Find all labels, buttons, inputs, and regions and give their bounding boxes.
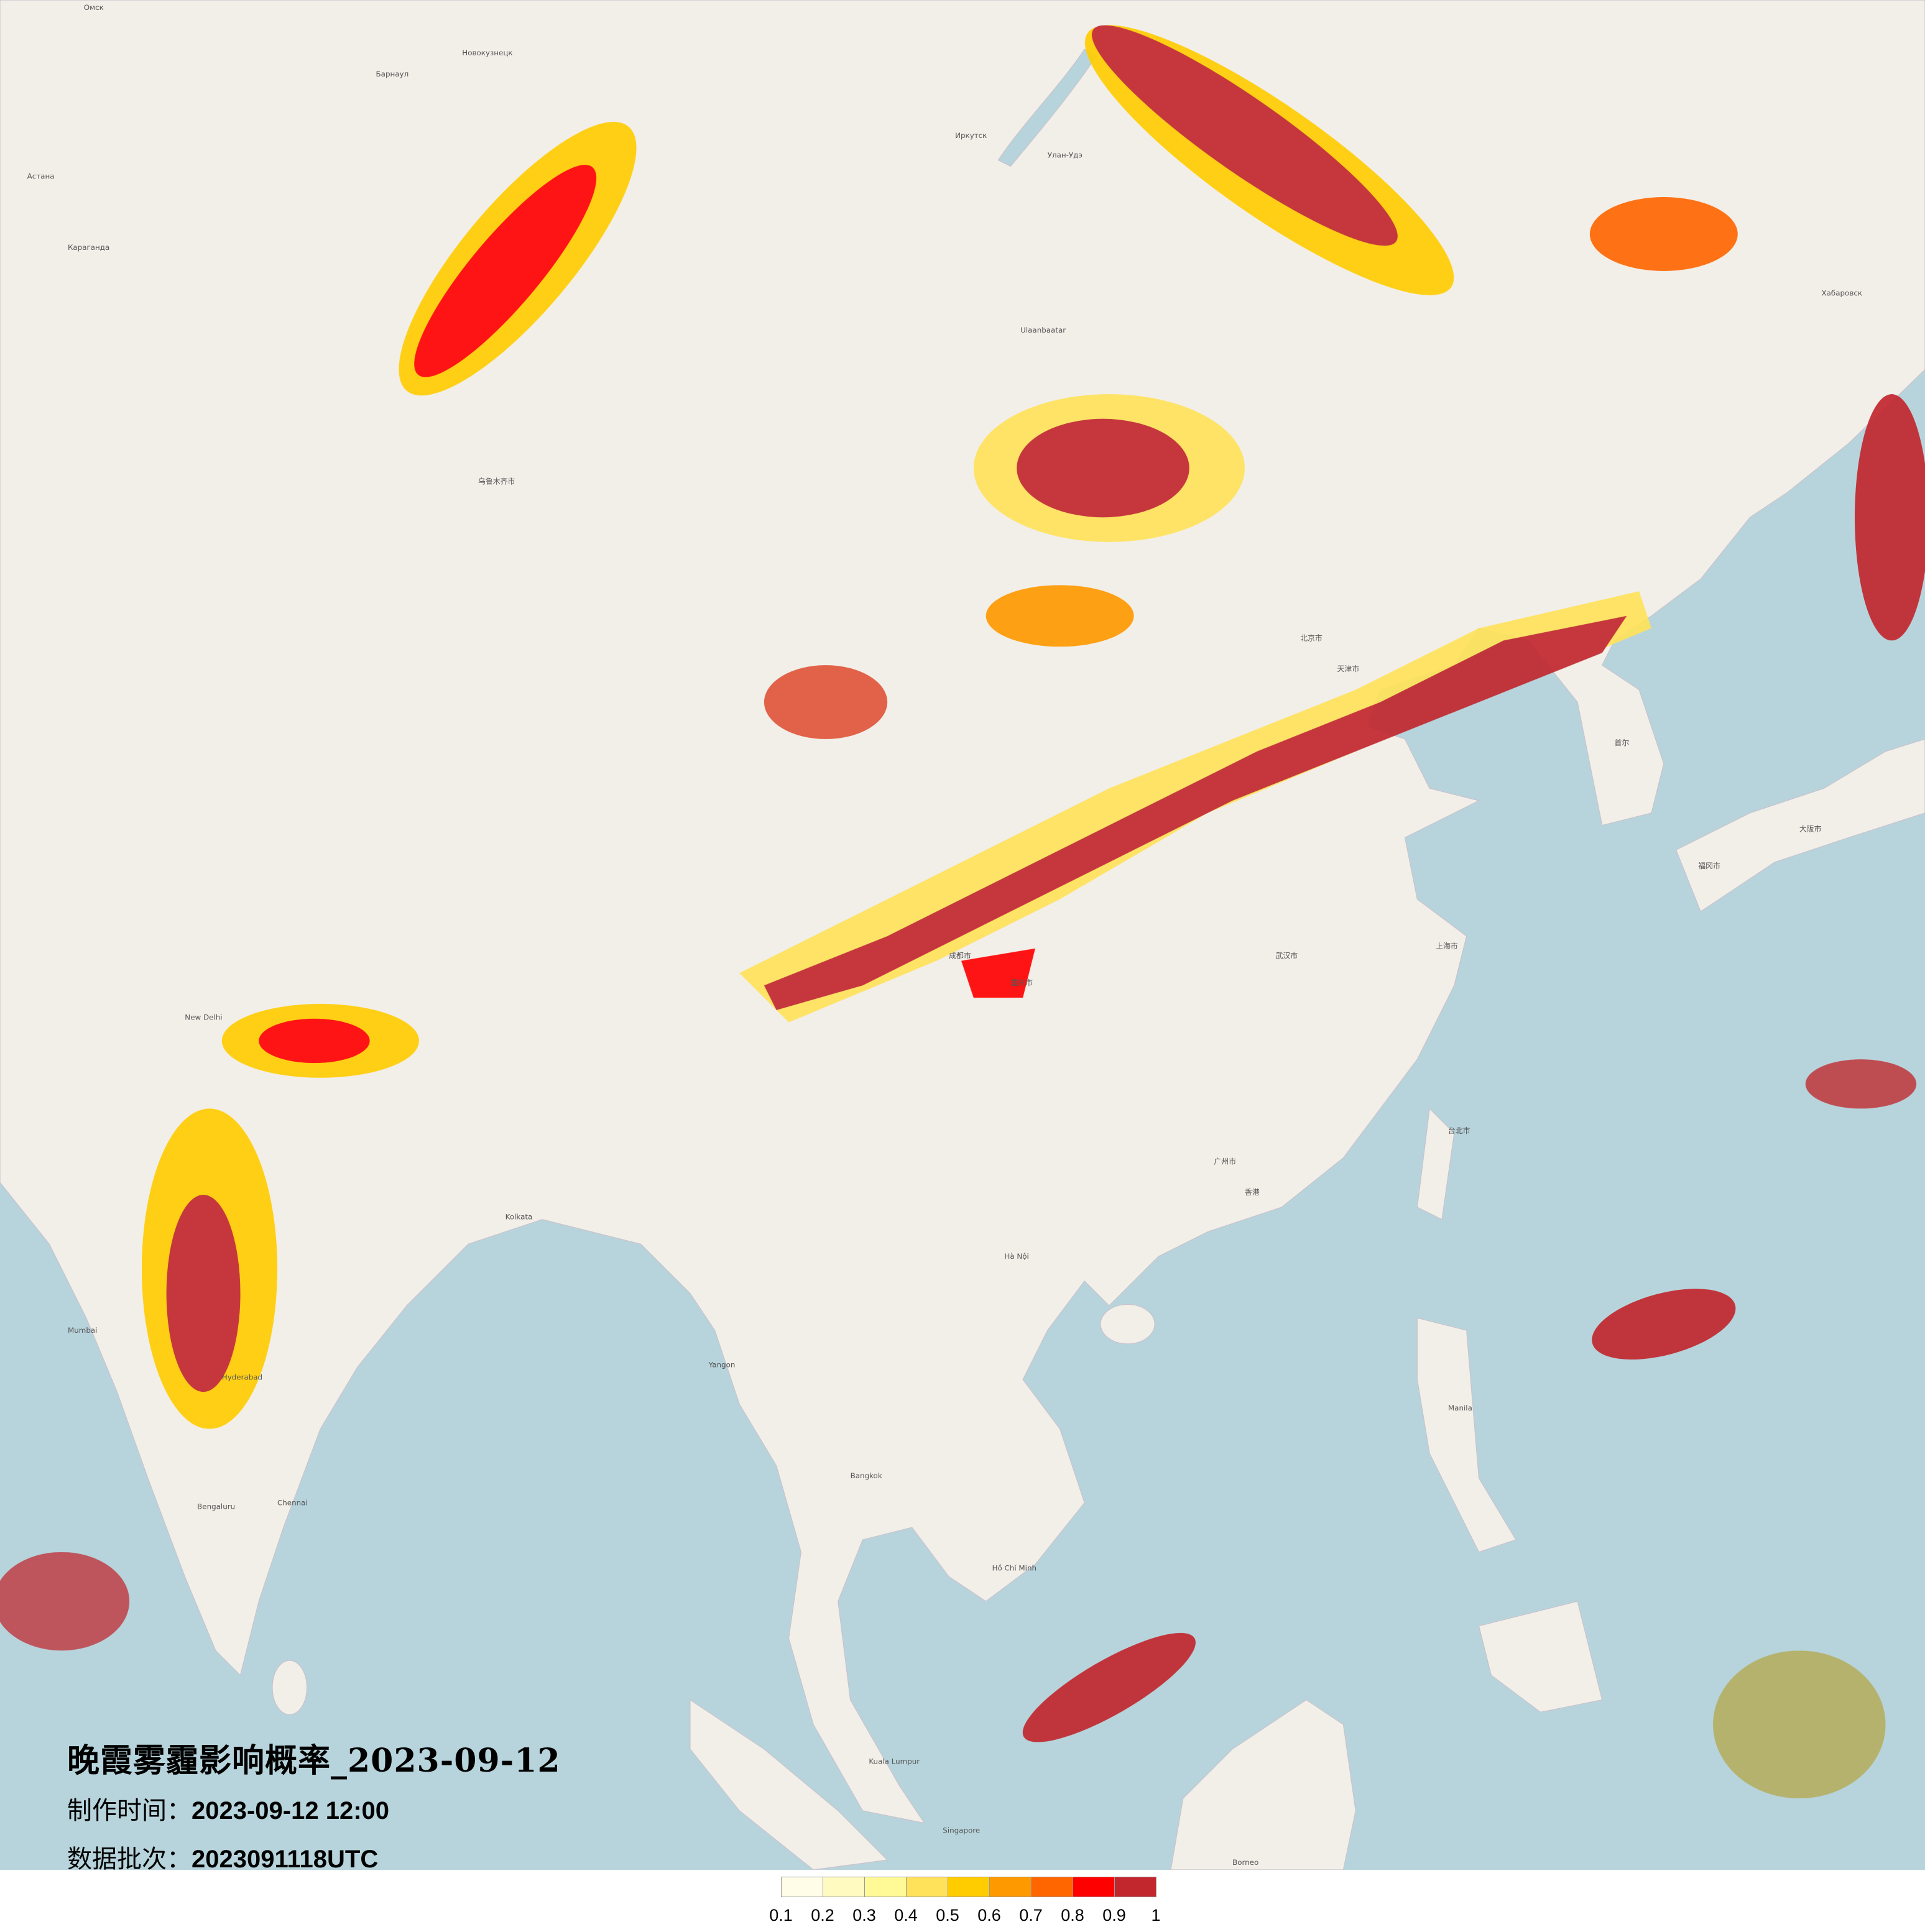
probability-map: Омск Новокузнецк Барнаул Астана Караганд… <box>0 0 1925 1870</box>
production-time-value: 2023-09-12 12:00 <box>192 1797 390 1824</box>
land-sumatra <box>690 1699 889 1870</box>
place-label: Kolkata <box>505 1213 533 1221</box>
land-mindanao <box>1478 1601 1603 1713</box>
place-label: Улан-Удэ <box>1048 151 1083 160</box>
probability-areas <box>0 25 1925 1799</box>
legend-swatch <box>1073 1877 1115 1897</box>
legend-label: 0.5 <box>936 1906 959 1925</box>
land-sri-lanka <box>272 1660 308 1715</box>
legend-label: 0.8 <box>1061 1906 1084 1925</box>
place-label: 台北市 <box>1448 1126 1470 1135</box>
map-title: 晚霞雾霾影响概率_2023-09-12 <box>67 1742 561 1780</box>
production-time: 制作时间：2023-09-12 12:00 <box>67 1790 389 1826</box>
legend-swatch <box>782 1877 823 1897</box>
place-label: Yangon <box>708 1361 736 1369</box>
production-time-label: 制作时间： <box>67 1796 192 1825</box>
place-label: Hà Nội <box>1004 1252 1028 1261</box>
blob-southchina-sea <box>1022 1632 1196 1742</box>
data-batch-label: 数据批次： <box>67 1845 192 1874</box>
place-label: Singapore <box>943 1826 980 1835</box>
place-label: Manila <box>1448 1404 1472 1412</box>
place-label: 香港 <box>1245 1188 1260 1197</box>
legend-swatch <box>1032 1877 1073 1897</box>
place-label: Bengaluru <box>197 1502 235 1511</box>
place-label: Borneo <box>1232 1858 1258 1867</box>
blob-pacific-2 <box>1805 1059 1917 1109</box>
band-main <box>764 615 1627 1010</box>
blob-manchuria <box>1589 197 1738 271</box>
place-labels: Омск Новокузнецк Барнаул Астана Караганд… <box>27 3 1862 1867</box>
place-label: New Delhi <box>185 1013 222 1022</box>
data-batch-value: 2023091118UTC <box>192 1846 379 1873</box>
place-label: Mumbai <box>68 1326 97 1335</box>
place-label: 武汉市 <box>1275 952 1298 960</box>
place-label: Иркутск <box>955 131 987 140</box>
place-label: Kuala Lumpur <box>869 1757 920 1766</box>
land-japan <box>1675 738 1925 913</box>
color-legend <box>781 1877 1156 1897</box>
place-label: Хабаровск <box>1822 289 1863 298</box>
legend-swatch <box>823 1877 865 1897</box>
place-label: 北京市 <box>1300 633 1323 642</box>
legend-label: 0.7 <box>1019 1906 1043 1925</box>
land-taiwan <box>1416 1108 1455 1220</box>
blob-india-north <box>259 1018 370 1064</box>
land-borneo <box>1170 1699 1356 1870</box>
place-label: Омск <box>84 3 104 12</box>
data-batch: 数据批次：2023091118UTC <box>67 1839 378 1875</box>
place-label: 乌鲁木齐市 <box>478 477 515 486</box>
place-label: Hyderabad <box>222 1373 262 1381</box>
place-label: 成都市 <box>949 952 971 960</box>
place-label: 天津市 <box>1337 665 1360 673</box>
blob-mongolia <box>1017 418 1189 518</box>
lake-baikal <box>997 48 1097 167</box>
blob-arabian-sea <box>0 1552 130 1651</box>
legend-label: 1 <box>1151 1906 1161 1925</box>
legend-label: 0.9 <box>1102 1906 1126 1925</box>
place-label: 首尔 <box>1615 738 1630 747</box>
legend-swatch <box>990 1877 1032 1897</box>
place-label: Астана <box>27 172 55 180</box>
place-label: Hồ Chí Minh <box>992 1563 1036 1572</box>
blob-gansu <box>764 665 888 739</box>
place-label: Барнаул <box>376 70 409 78</box>
place-label: 广州市 <box>1214 1157 1236 1166</box>
legend-swatch <box>1115 1877 1156 1897</box>
legend-swatch <box>865 1877 907 1897</box>
legend-swatch <box>907 1877 948 1897</box>
blob-siberia <box>1091 25 1398 246</box>
blob-innermongolia <box>986 585 1134 647</box>
place-label: 重庆市 <box>1010 978 1033 987</box>
band-red <box>961 948 1035 998</box>
legend-label: 0.2 <box>811 1906 834 1925</box>
place-label: Chennai <box>277 1498 308 1507</box>
place-label: Новокузнецк <box>462 48 512 57</box>
blob-pacific <box>1592 1289 1736 1360</box>
blob-kazakh <box>414 165 597 377</box>
place-label: Ulaanbaatar <box>1020 326 1066 334</box>
land-hainan <box>1100 1304 1155 1345</box>
legend-label: 0.4 <box>894 1906 918 1925</box>
blob-sea-japan <box>1855 394 1925 641</box>
place-label: 上海市 <box>1436 942 1458 950</box>
place-label: 福冈市 <box>1698 862 1720 870</box>
legend-swatch <box>948 1877 990 1897</box>
legend-labels: 0.1 0.2 0.3 0.4 0.5 0.6 0.7 0.8 0.9 1 <box>769 1906 1169 1927</box>
place-label: Караганда <box>68 243 109 252</box>
legend-label: 0.6 <box>977 1906 1001 1925</box>
legend-label: 0.3 <box>852 1906 876 1925</box>
blob-india-central <box>166 1195 241 1392</box>
place-label: Bangkok <box>851 1471 882 1480</box>
legend-label: 0.1 <box>769 1906 793 1925</box>
place-label: 大阪市 <box>1799 825 1822 834</box>
blob-pacific-east <box>1713 1650 1886 1799</box>
land-luzon <box>1416 1317 1516 1553</box>
